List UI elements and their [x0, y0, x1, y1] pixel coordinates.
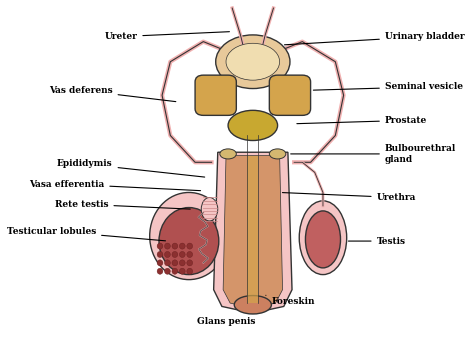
- Ellipse shape: [157, 260, 163, 266]
- Text: Urethra: Urethra: [283, 193, 416, 202]
- Text: Bulbourethral
gland: Bulbourethral gland: [291, 144, 456, 164]
- Ellipse shape: [179, 268, 185, 274]
- Ellipse shape: [172, 260, 178, 266]
- Ellipse shape: [164, 251, 170, 258]
- Text: Testicular lobules: Testicular lobules: [7, 226, 165, 241]
- FancyBboxPatch shape: [195, 75, 237, 115]
- Text: Vasa efferentia: Vasa efferentia: [29, 179, 201, 191]
- Ellipse shape: [179, 260, 185, 266]
- Text: Glans penis: Glans penis: [197, 317, 255, 326]
- Polygon shape: [223, 155, 283, 308]
- Ellipse shape: [187, 260, 192, 266]
- Ellipse shape: [226, 43, 280, 80]
- Ellipse shape: [187, 268, 192, 274]
- Text: Foreskin: Foreskin: [266, 295, 315, 306]
- Ellipse shape: [216, 35, 290, 89]
- Text: Prostate: Prostate: [297, 116, 427, 125]
- Ellipse shape: [305, 211, 340, 268]
- Ellipse shape: [159, 208, 219, 274]
- Text: Vas deferens: Vas deferens: [49, 86, 176, 102]
- Ellipse shape: [157, 268, 163, 274]
- Ellipse shape: [201, 197, 218, 221]
- Ellipse shape: [179, 251, 185, 258]
- Ellipse shape: [157, 243, 163, 249]
- Ellipse shape: [172, 251, 178, 258]
- Polygon shape: [214, 152, 292, 313]
- Ellipse shape: [164, 268, 170, 274]
- Text: Testis: Testis: [348, 237, 406, 246]
- Ellipse shape: [164, 260, 170, 266]
- Ellipse shape: [157, 251, 163, 258]
- Ellipse shape: [187, 243, 192, 249]
- Ellipse shape: [172, 243, 178, 249]
- Ellipse shape: [269, 149, 286, 159]
- Text: Rete testis: Rete testis: [55, 200, 190, 209]
- FancyBboxPatch shape: [269, 75, 310, 115]
- Ellipse shape: [228, 110, 278, 141]
- Text: Ureter: Ureter: [104, 32, 229, 41]
- Ellipse shape: [164, 243, 170, 249]
- Ellipse shape: [150, 192, 228, 280]
- Ellipse shape: [234, 295, 272, 314]
- Ellipse shape: [187, 251, 192, 258]
- Ellipse shape: [172, 268, 178, 274]
- Text: Seminal vesicle: Seminal vesicle: [313, 82, 463, 91]
- Text: Epididymis: Epididymis: [57, 160, 205, 177]
- Ellipse shape: [299, 201, 346, 274]
- Ellipse shape: [179, 243, 185, 249]
- Text: Urinary bladder: Urinary bladder: [284, 32, 465, 45]
- Ellipse shape: [220, 149, 237, 159]
